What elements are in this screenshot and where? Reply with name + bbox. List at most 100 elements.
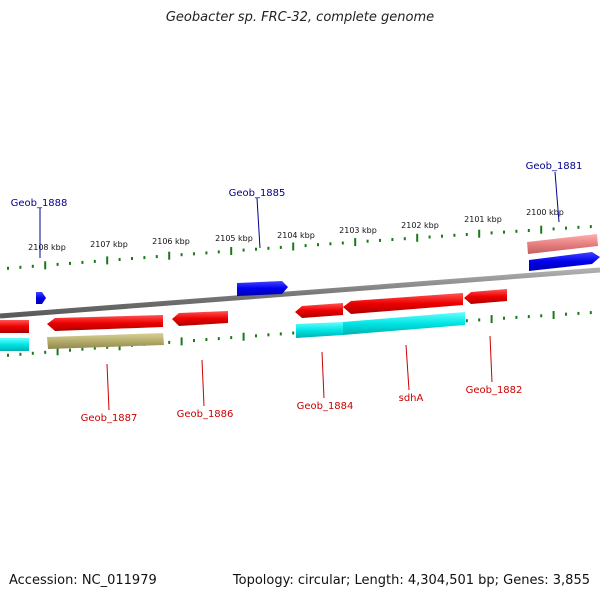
outer-scale-minor-tick xyxy=(453,233,456,237)
label-geob-1885[interactable]: Geob_1885 xyxy=(229,188,286,199)
outer-scale-minor-tick xyxy=(441,234,443,238)
gene-geob-1885[interactable] xyxy=(237,281,288,296)
outer-scale-minor-tick xyxy=(255,247,257,251)
outer-scale-minor-tick xyxy=(193,252,195,256)
inner-scale-minor-tick xyxy=(230,336,233,340)
inner-scale-minor-tick xyxy=(527,315,530,319)
inner-scale-minor-tick xyxy=(515,315,518,319)
tick-label-2108: 2108 kbp xyxy=(28,243,66,252)
inner-scale-minor-tick xyxy=(205,338,208,341)
connector-geob-1881 xyxy=(554,171,560,223)
gene-geob-1887[interactable] xyxy=(47,315,163,331)
tick-label-2106: 2106 kbp xyxy=(152,237,190,246)
label-geob-1884[interactable]: Geob_1884 xyxy=(297,401,354,412)
outer-scale-major-tick xyxy=(44,261,47,270)
feature-cyan-left xyxy=(0,338,29,351)
gene-geob-1882[interactable] xyxy=(464,289,507,304)
inner-scale-minor-tick xyxy=(255,334,257,338)
tick-label-2102: 2102 kbp xyxy=(401,221,439,230)
map-title: Geobacter sp. FRC-32, complete genome xyxy=(165,10,435,25)
outer-scale-minor-tick xyxy=(317,243,319,247)
outer-scale-minor-tick xyxy=(180,253,183,257)
genome-backbone xyxy=(0,267,600,319)
inner-scale-major-tick xyxy=(242,332,245,341)
inner-scale-minor-tick xyxy=(217,337,220,341)
feature-olive-1887 xyxy=(47,333,164,349)
gene-geob-1881[interactable] xyxy=(529,252,600,271)
connector-geob-1887 xyxy=(106,363,110,411)
genome-summary-text: Topology: circular; Length: 4,304,501 bp… xyxy=(232,573,590,588)
outer-scale-minor-tick xyxy=(515,229,518,233)
inner-scale-minor-tick xyxy=(589,311,592,315)
outer-scale-minor-tick xyxy=(19,265,22,269)
outer-scale-minor-tick xyxy=(366,239,369,243)
tick-label-2101: 2101 kbp xyxy=(464,215,502,224)
outer-scale-minor-tick xyxy=(205,251,208,255)
inner-scale-minor-tick xyxy=(7,353,9,357)
inner-scale-minor-tick xyxy=(465,319,468,323)
label-geob-1887[interactable]: Geob_1887 xyxy=(81,413,138,424)
label-geob-1882[interactable]: Geob_1882 xyxy=(466,385,523,396)
outer-scale-minor-tick xyxy=(391,238,394,241)
label-geob-1881[interactable]: Geob_1881 xyxy=(526,161,583,172)
connector-geob-1884 xyxy=(321,351,325,399)
label-geob-1886[interactable]: Geob_1886 xyxy=(177,409,234,420)
outer-scale-minor-tick xyxy=(503,230,505,234)
inner-scale-minor-tick xyxy=(503,316,505,320)
tick-label-2103: 2103 kbp xyxy=(339,226,377,235)
feature-pink-1881 xyxy=(527,234,598,254)
outer-scale-major-tick xyxy=(540,225,543,234)
connector-sdha xyxy=(405,344,410,391)
tick-label-2104: 2104 kbp xyxy=(277,231,315,240)
outer-scale-minor-tick xyxy=(565,226,567,230)
outer-scale-major-tick xyxy=(230,247,233,255)
label-sdha[interactable]: sdhA xyxy=(399,393,424,404)
outer-scale-minor-tick xyxy=(217,250,220,254)
outer-scale-minor-tick xyxy=(304,244,307,248)
outer-scale-minor-tick xyxy=(329,242,332,246)
gene-sdha[interactable] xyxy=(343,293,463,314)
outer-scale-minor-tick xyxy=(242,248,245,252)
inner-scale-minor-tick xyxy=(81,347,84,351)
feature-cyan-1884 xyxy=(296,322,343,338)
connector-geob-1882 xyxy=(489,335,493,383)
outer-scale-track xyxy=(7,225,592,270)
outer-scale-minor-tick xyxy=(93,259,96,263)
outer-scale-minor-tick xyxy=(490,231,493,235)
inner-scale-minor-tick xyxy=(106,345,109,349)
label-geob-1888[interactable]: Geob_1888 xyxy=(11,198,68,209)
outer-scale-minor-tick xyxy=(7,266,9,270)
accession-text: Accession: NC_011979 xyxy=(9,573,157,588)
outer-scale-major-tick xyxy=(106,256,109,265)
outer-scale-minor-tick xyxy=(81,260,84,264)
inner-scale-minor-tick xyxy=(292,331,295,335)
gene-geob-1889[interactable] xyxy=(0,320,29,333)
outer-scale-major-tick xyxy=(168,251,171,260)
outer-scale-minor-tick xyxy=(552,227,555,231)
outer-scale-minor-tick xyxy=(341,241,344,245)
inner-scale-major-tick xyxy=(552,311,555,319)
inner-scale-minor-tick xyxy=(69,348,71,352)
outer-scale-minor-tick xyxy=(155,255,158,259)
inner-scale-major-tick xyxy=(180,337,183,346)
inner-scale-major-tick xyxy=(490,315,493,324)
outer-scale-minor-tick xyxy=(428,235,431,239)
inner-scale-minor-tick xyxy=(540,314,543,318)
feature-cyan-sdha xyxy=(343,312,465,335)
outer-scale-minor-tick xyxy=(279,245,282,249)
outer-scale-minor-tick xyxy=(379,238,381,242)
tick-label-2107: 2107 kbp xyxy=(90,240,128,249)
outer-scale-major-tick xyxy=(478,229,481,238)
inner-scale-minor-tick xyxy=(31,351,34,355)
inner-scale-minor-tick xyxy=(93,346,96,350)
outer-scale-minor-tick xyxy=(31,264,34,268)
gene-geob-1884[interactable] xyxy=(295,303,343,318)
inner-scale-minor-tick xyxy=(577,311,580,315)
inner-scale-minor-tick xyxy=(44,350,47,354)
gene-geob-1888[interactable] xyxy=(36,292,46,304)
inner-scale-minor-tick xyxy=(267,333,270,337)
outer-scale-minor-tick xyxy=(403,237,406,241)
gene-geob-1886[interactable] xyxy=(172,311,228,326)
outer-scale-minor-tick xyxy=(577,225,580,229)
